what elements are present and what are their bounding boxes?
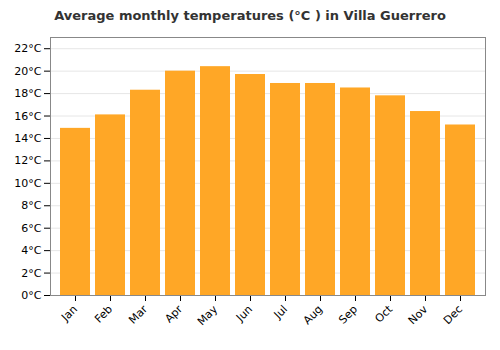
svg-text:20°C: 20°C [14,65,41,78]
svg-text:14°C: 14°C [14,132,41,145]
svg-text:Feb: Feb [92,303,115,326]
svg-text:Apr: Apr [162,302,185,325]
svg-text:May: May [195,302,221,328]
svg-text:Sep: Sep [336,303,360,327]
svg-text:8°C: 8°C [21,199,41,212]
svg-text:16°C: 16°C [14,110,41,123]
svg-text:4°C: 4°C [21,244,41,257]
svg-text:12°C: 12°C [14,154,41,167]
html-text:Average monthly temperatures (: Average monthly temperatures (°C ) in Vi… [54,8,446,23]
svg-text:Jun: Jun [233,303,255,325]
svg-text:22°C: 22°C [14,42,41,55]
svg-text:Oct: Oct [372,302,395,325]
svg-text:Nov: Nov [406,302,431,327]
svg-text:Aug: Aug [301,303,325,327]
svg-text:Jul: Jul [271,303,290,322]
svg-text:Dec: Dec [441,303,465,327]
svg-text:Jan: Jan [58,303,80,325]
svg-text:2°C: 2°C [21,267,41,280]
svg-text:18°C: 18°C [14,87,41,100]
svg-text:6°C: 6°C [21,222,41,235]
svg-text:10°C: 10°C [14,177,41,190]
svg-text:0°C: 0°C [21,289,41,302]
svg-text:Mar: Mar [126,302,150,326]
